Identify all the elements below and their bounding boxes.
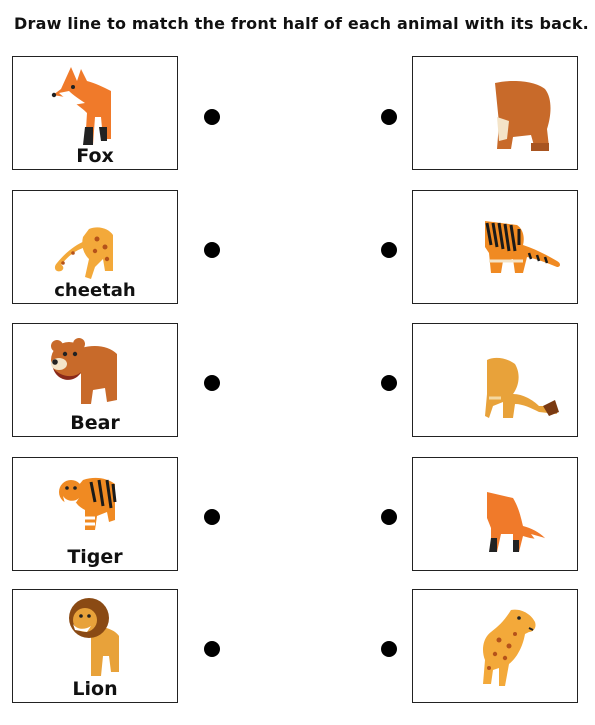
left-match-dot[interactable] <box>204 375 220 391</box>
right-match-dot[interactable] <box>381 109 397 125</box>
lion-back-half-icon <box>485 357 559 418</box>
lion-front-half-icon <box>69 598 119 676</box>
left-match-dot[interactable] <box>204 509 220 525</box>
front-half-label: Lion <box>72 678 118 700</box>
match-row: Tiger <box>0 457 595 575</box>
back-half-card <box>412 323 578 437</box>
bear-front-half-icon <box>51 338 117 404</box>
front-half-card-fox: Fox <box>12 56 178 170</box>
bear-back-half-icon <box>495 81 551 151</box>
match-row: Fox <box>0 56 595 174</box>
tiger-front-half-icon <box>59 477 117 530</box>
fox-front-half-icon <box>51 67 111 145</box>
back-half-card <box>412 190 578 304</box>
left-match-dot[interactable] <box>204 109 220 125</box>
front-half-label: Fox <box>76 145 114 167</box>
front-half-card-bear: Bear <box>12 323 178 437</box>
match-row: cheetah <box>0 190 595 308</box>
back-half-card <box>412 56 578 170</box>
front-half-card-tiger: Tiger <box>12 457 178 571</box>
front-half-card-cheetah: cheetah <box>12 190 178 304</box>
front-half-label: Tiger <box>67 546 123 568</box>
right-match-dot[interactable] <box>381 242 397 258</box>
instruction-title: Draw line to match the front half of eac… <box>14 14 589 33</box>
tiger-back-half-icon <box>485 221 560 273</box>
left-match-dot[interactable] <box>204 641 220 657</box>
right-match-dot[interactable] <box>381 509 397 525</box>
back-half-card <box>412 457 578 571</box>
right-match-dot[interactable] <box>381 375 397 391</box>
front-half-card-lion: Lion <box>12 589 178 703</box>
left-match-dot[interactable] <box>204 242 220 258</box>
fox-back-half-icon <box>487 492 545 552</box>
cheetah-back-half-icon <box>483 609 536 686</box>
front-half-label: cheetah <box>54 280 136 301</box>
cheetah-front-half-icon <box>54 227 113 279</box>
front-half-label: Bear <box>70 412 120 434</box>
right-match-dot[interactable] <box>381 641 397 657</box>
back-half-card <box>412 589 578 703</box>
match-row: Bear <box>0 323 595 441</box>
match-row: Lion <box>0 589 595 707</box>
